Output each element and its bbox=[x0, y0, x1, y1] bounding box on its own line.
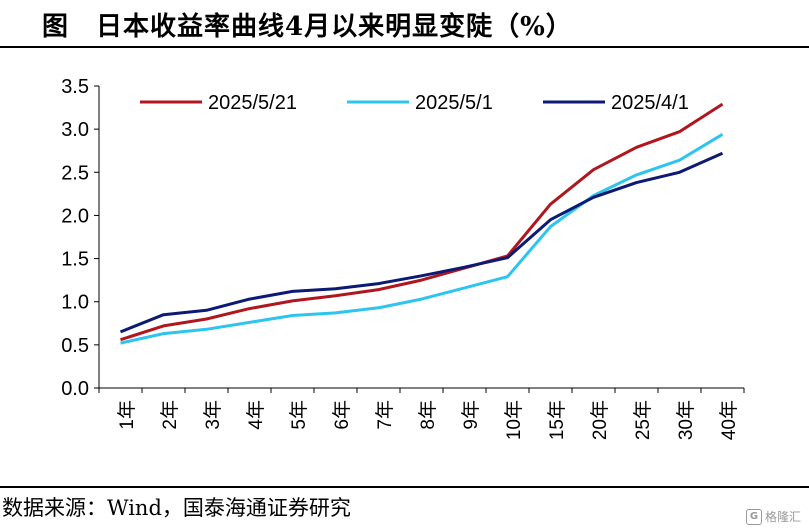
title-bar: 图 日本收益率曲线4月以来明显变陡（%） bbox=[0, 0, 809, 46]
x-tick-label: 8年 bbox=[417, 400, 439, 430]
y-tick-label: 0.5 bbox=[61, 335, 89, 357]
legend-label: 2025/5/1 bbox=[415, 92, 493, 114]
watermark-text: 格隆汇 bbox=[764, 510, 801, 524]
x-tick-label: 6年 bbox=[331, 400, 353, 430]
line-chart: 0.0 0.5 1.0 1.5 2.0 2.5 3.0 3.5 1年 2年 3年 4年 5年 6年 7年 8年… bbox=[61, 76, 745, 440]
legend-label: 2025/5/21 bbox=[208, 92, 297, 114]
series-line-2025-4-1 bbox=[119, 151, 724, 334]
legend: 2025/5/21 2025/5/1 2025/4/1 bbox=[140, 92, 689, 114]
x-tick-label: 15年 bbox=[546, 400, 568, 440]
x-tick-label: 30年 bbox=[675, 400, 697, 440]
data-source: 数据来源：Wind，国泰海通证券研究 bbox=[2, 496, 351, 520]
x-tick-label: 1年 bbox=[116, 400, 138, 430]
top-rule bbox=[0, 46, 809, 48]
y-tick-label: 2.0 bbox=[61, 205, 89, 227]
x-tick-label: 9年 bbox=[460, 400, 482, 430]
x-tick-label: 5年 bbox=[288, 400, 310, 430]
x-tick-label: 20年 bbox=[589, 400, 611, 440]
x-tick-label: 40年 bbox=[718, 400, 740, 440]
y-tick-label: 1.0 bbox=[61, 292, 89, 314]
bottom-rule bbox=[0, 486, 809, 488]
x-tick-label: 4年 bbox=[245, 400, 267, 430]
watermark-logo-icon: G bbox=[745, 508, 762, 525]
legend-label: 2025/4/1 bbox=[611, 92, 689, 114]
x-tick-label: 3年 bbox=[202, 400, 224, 430]
series-line-2025-5-1 bbox=[120, 133, 724, 345]
axes: 0.0 0.5 1.0 1.5 2.0 2.5 3.0 3.5 1年 2年 3年 4年 5年 6年 7年 8年… bbox=[61, 76, 745, 440]
y-tick-label: 3.5 bbox=[61, 76, 89, 98]
y-tick-label: 1.5 bbox=[61, 249, 89, 271]
chart-title: 图 日本收益率曲线4月以来明显变陡（%） bbox=[42, 12, 573, 42]
watermark: G 格隆汇 bbox=[745, 508, 801, 525]
y-tick-label: 2.5 bbox=[61, 162, 89, 184]
x-tick-label: 10年 bbox=[503, 400, 525, 440]
series-lines bbox=[119, 102, 724, 345]
x-tick-label: 25年 bbox=[632, 400, 654, 440]
x-tick-label: 2年 bbox=[159, 400, 181, 430]
x-tick-label: 7年 bbox=[374, 400, 396, 430]
series-line-2025-5-21 bbox=[120, 102, 724, 342]
y-tick-label: 3.0 bbox=[61, 119, 89, 141]
y-tick-label: 0.0 bbox=[61, 378, 89, 400]
